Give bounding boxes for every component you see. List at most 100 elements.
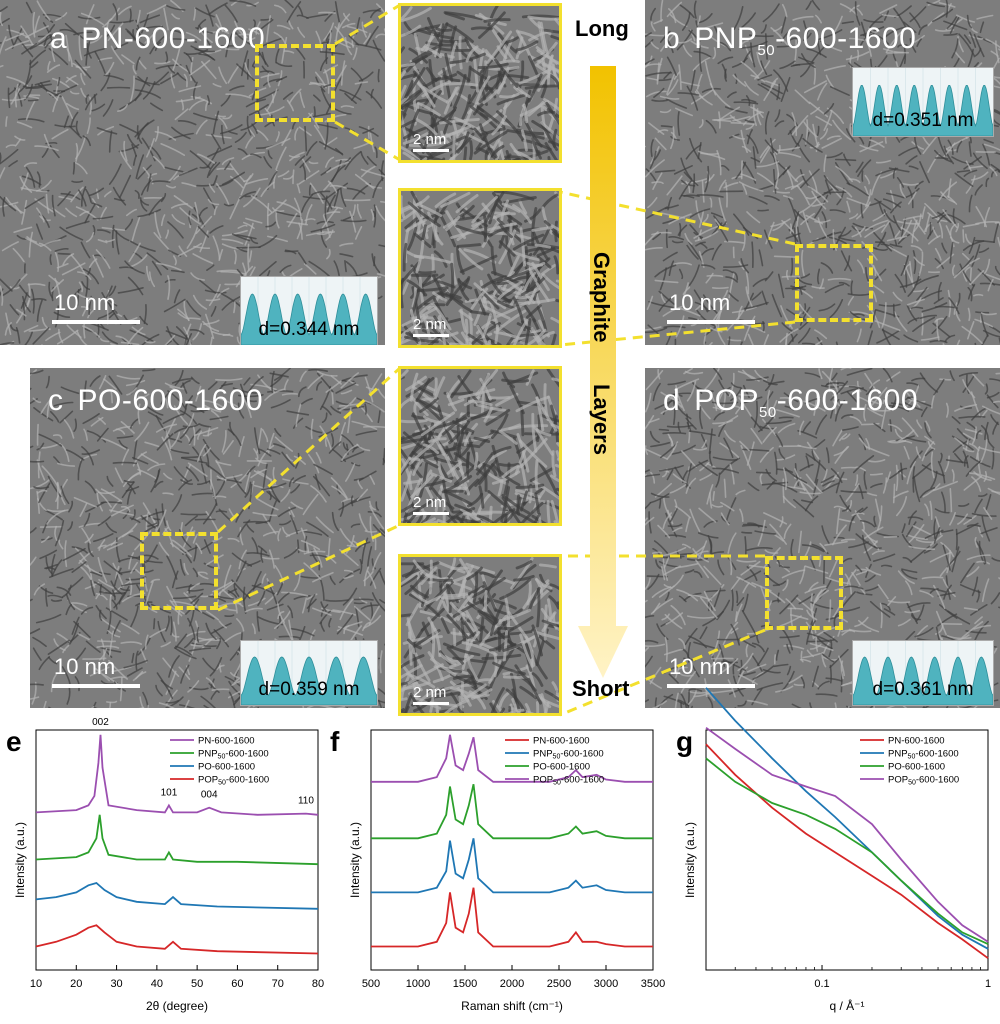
chart-f-svg: 500 1000 1500 2000 2500 3000 3500 Raman shift (… bbox=[348, 729, 665, 1013]
graphite-arrow-shape bbox=[578, 66, 628, 678]
graphite-arrow bbox=[578, 66, 628, 686]
panel-c-title: c PO-600-1600 bbox=[48, 384, 263, 418]
zoom-c-scale-text: 2 nm bbox=[413, 494, 447, 511]
panel-a-profile-plot bbox=[241, 277, 377, 345]
panel-a-sample-name: PN-600-1600 bbox=[81, 22, 266, 55]
series-line bbox=[705, 743, 989, 959]
panel-e-letter: e bbox=[6, 726, 22, 757]
legend-label: PN-600-1600 bbox=[533, 736, 590, 747]
zoom-texture-b bbox=[401, 191, 559, 345]
arrow-label-layers: Layers bbox=[589, 384, 614, 455]
chart-g-svg: 0.1 1 q / Å⁻¹ Intensity (a.u.) PN-600-1600 PN… bbox=[683, 687, 991, 1013]
x-tick-label: 2500 bbox=[547, 978, 571, 990]
tem-panel-a: a PN-600-1600 10 nm d=0.344 nm bbox=[0, 0, 385, 345]
panel-b-sample-prefix: PNP bbox=[694, 22, 758, 55]
y-axis-label: Intensity (a.u.) bbox=[348, 822, 362, 898]
zoom-inset-b: 2 nm bbox=[398, 188, 562, 348]
series-line bbox=[371, 838, 653, 894]
x-tick-label: 40 bbox=[151, 978, 163, 990]
panel-g-letter: g bbox=[676, 726, 694, 757]
panel-a-roi-box bbox=[255, 44, 335, 122]
x-tick-label: 80 bbox=[312, 978, 324, 990]
y-axis-label: Intensity (a.u.) bbox=[683, 822, 697, 898]
series-line bbox=[705, 757, 989, 945]
panel-b-roi-box bbox=[795, 244, 873, 322]
peak-annotation: 110 bbox=[298, 796, 314, 807]
x-tick-label: 10 bbox=[30, 978, 42, 990]
panel-c-letter: c bbox=[48, 384, 64, 417]
x-tick-label: 3500 bbox=[641, 978, 665, 990]
panel-d-sample-suffix: -600-1600 bbox=[776, 384, 919, 417]
x-tick-label: 50 bbox=[191, 978, 203, 990]
legend-label: PO-600-1600 bbox=[198, 762, 255, 773]
legend-label: POP50-600-1600 bbox=[888, 775, 959, 787]
zoom-a-scalebar: 2 nm bbox=[413, 131, 449, 152]
zoom-a-scale-text: 2 nm bbox=[413, 131, 447, 148]
panel-d-profile-inset: d=0.361 nm bbox=[852, 640, 994, 706]
legend-label: PNP50-600-1600 bbox=[533, 749, 604, 761]
chart-g: 0.1 1 q / Å⁻¹ Intensity (a.u.) PN-600-1600 PN… bbox=[670, 687, 1000, 1019]
panel-d-letter: d bbox=[663, 384, 681, 417]
panel-a-letter: a bbox=[50, 22, 68, 55]
zoom-texture-c bbox=[401, 369, 559, 523]
chart-e-svg: 10 20 30 40 50 60 70 80 2θ (degree) Intensity (a.… bbox=[13, 717, 324, 1013]
arrow-label-short: Short bbox=[572, 676, 630, 701]
panel-d-profile-plot bbox=[853, 641, 993, 705]
zoom-d-scalebar: 2 nm bbox=[413, 684, 449, 705]
legend-label: POP50-600-1600 bbox=[198, 775, 269, 787]
peak-annotation: 004 bbox=[201, 790, 218, 801]
plot-frame bbox=[35, 729, 319, 971]
panel-c-sample-name: PO-600-1600 bbox=[77, 384, 264, 417]
panel-d-roi-box bbox=[765, 556, 843, 630]
x-tick-label: 500 bbox=[362, 978, 380, 990]
legend-label: PN-600-1600 bbox=[888, 736, 945, 747]
peak-annotation: 002 bbox=[92, 717, 109, 728]
series-line bbox=[371, 734, 653, 783]
series-line bbox=[705, 726, 989, 943]
panel-b-sample-suffix: -600-1600 bbox=[775, 22, 917, 55]
zoom-c-scale-line bbox=[413, 512, 449, 515]
panel-d-title: d POP50-600-1600 bbox=[663, 384, 918, 421]
panel-a-profile-inset: d=0.344 nm bbox=[240, 276, 378, 345]
panel-d-d-spacing: d=0.361 nm bbox=[872, 679, 974, 700]
panel-b-d-spacing: d=0.351 nm bbox=[872, 110, 974, 131]
arrow-label-graphite: Graphite bbox=[589, 252, 614, 343]
series-line bbox=[35, 734, 319, 816]
x-tick-label: 0.1 bbox=[814, 978, 829, 990]
panel-b-scale-line bbox=[667, 320, 755, 324]
zoom-inset-a: 2 nm bbox=[398, 3, 562, 163]
x-tick-label: 1500 bbox=[453, 978, 477, 990]
x-tick-label: 1000 bbox=[406, 978, 430, 990]
panel-b-scale-text: 10 nm bbox=[669, 290, 731, 315]
y-axis-label: Intensity (a.u.) bbox=[13, 822, 27, 898]
panel-a-scalebar: 10 nm bbox=[52, 290, 142, 330]
series-line bbox=[35, 814, 319, 866]
series-line bbox=[35, 924, 319, 955]
panel-b-scalebar: 10 nm bbox=[667, 290, 757, 330]
zoom-d-scale-text: 2 nm bbox=[413, 684, 447, 701]
panel-a-scale-text: 10 nm bbox=[54, 290, 116, 315]
panel-c-scale-line bbox=[52, 684, 140, 688]
x-tick-label: 60 bbox=[231, 978, 243, 990]
panel-a-d-spacing: d=0.344 nm bbox=[258, 319, 360, 340]
x-axis-label: 2θ (degree) bbox=[146, 999, 208, 1013]
x-tick-label: 3000 bbox=[594, 978, 618, 990]
panel-a-scale-line bbox=[52, 320, 140, 324]
series-line bbox=[705, 687, 989, 950]
legend-label: PN-600-1600 bbox=[198, 736, 255, 747]
panel-d-scale-line bbox=[667, 684, 755, 688]
x-tick-label: 30 bbox=[110, 978, 122, 990]
series-line bbox=[371, 784, 653, 840]
x-tick-label: 1 bbox=[985, 978, 991, 990]
zoom-d-scale-line bbox=[413, 702, 449, 705]
panel-b-title: b PNP50-600-1600 bbox=[663, 22, 916, 59]
series-line bbox=[35, 882, 319, 910]
panel-c-scalebar: 10 nm bbox=[52, 654, 142, 694]
panel-f-letter: f bbox=[330, 726, 340, 757]
x-tick-label: 2000 bbox=[500, 978, 524, 990]
panel-c-d-spacing: d=0.359 nm bbox=[258, 679, 360, 700]
zoom-a-scale-line bbox=[413, 149, 449, 152]
zoom-inset-c: 2 nm bbox=[398, 366, 562, 526]
zoom-c-scalebar: 2 nm bbox=[413, 494, 449, 515]
plot-frame bbox=[705, 729, 989, 971]
